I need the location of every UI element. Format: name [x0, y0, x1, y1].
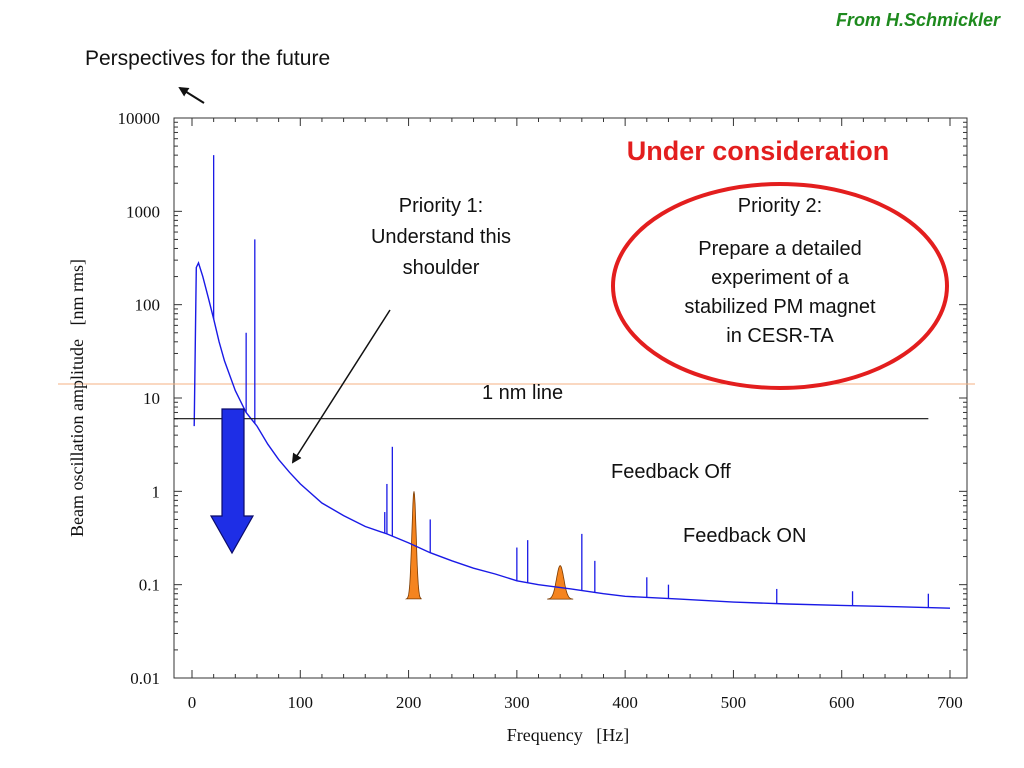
resonance-peak: [547, 565, 574, 600]
reduction-arrow: [209, 408, 255, 555]
y-tick-label: 10000: [118, 109, 161, 128]
feedback-off-label: Feedback Off: [611, 461, 731, 483]
priority1-line3: shoulder: [403, 257, 480, 279]
spectrum-spikes: [213, 155, 929, 608]
y-tick-labels: 0.01 0.1 1 10 100 1000 10000: [118, 109, 161, 688]
reference-line-label: 1 nm line: [482, 382, 563, 404]
source-credit: From H.Schmickler: [835, 10, 1000, 30]
y-axis-label: Beam oscillation amplitude [nm rms]: [67, 259, 87, 537]
under-consideration-label: Under consideration: [627, 136, 890, 166]
x-tick-label: 0: [188, 693, 197, 712]
x-tick-label: 100: [288, 693, 314, 712]
x-tick-label: 200: [396, 693, 422, 712]
y-tick-label: 0.1: [139, 576, 160, 595]
priority2-line4: in CESR-TA: [726, 325, 834, 347]
priority1-line1: Priority 1:: [399, 195, 483, 217]
x-axis-label: Frequency [Hz]: [507, 725, 629, 745]
x-tick-label: 500: [721, 693, 747, 712]
series-line-signal: [193, 260, 951, 609]
priority1-pointer-arrow: [291, 309, 391, 464]
perspectives-pointer-arrow: [178, 86, 205, 104]
axis-ticks: [174, 117, 967, 679]
x-tick-label: 600: [829, 693, 855, 712]
priority2-title: Priority 2:: [738, 195, 822, 217]
y-tick-label: 0.01: [130, 669, 160, 688]
x-tick-label: 400: [612, 693, 638, 712]
x-tick-label: 300: [504, 693, 530, 712]
x-tick-labels: 0 100 200 300 400 500 600 700: [188, 693, 963, 712]
y-tick-label: 100: [135, 296, 161, 315]
perspectives-heading: Perspectives for the future: [85, 47, 331, 70]
x-tick-label: 700: [937, 693, 963, 712]
y-tick-label: 1: [152, 482, 161, 501]
priority1-line2: Understand this: [371, 226, 511, 248]
feedback-on-label: Feedback ON: [683, 525, 806, 547]
priority2-line3: stabilized PM magnet: [684, 296, 876, 318]
y-tick-label: 1000: [126, 202, 160, 221]
priority2-line2: experiment of a: [711, 267, 850, 289]
y-tick-label: 10: [143, 389, 160, 408]
priority2-line1: Prepare a detailed: [698, 238, 861, 260]
priority2-highlight-ellipse: [611, 182, 949, 390]
orange-peaks: [404, 491, 574, 600]
